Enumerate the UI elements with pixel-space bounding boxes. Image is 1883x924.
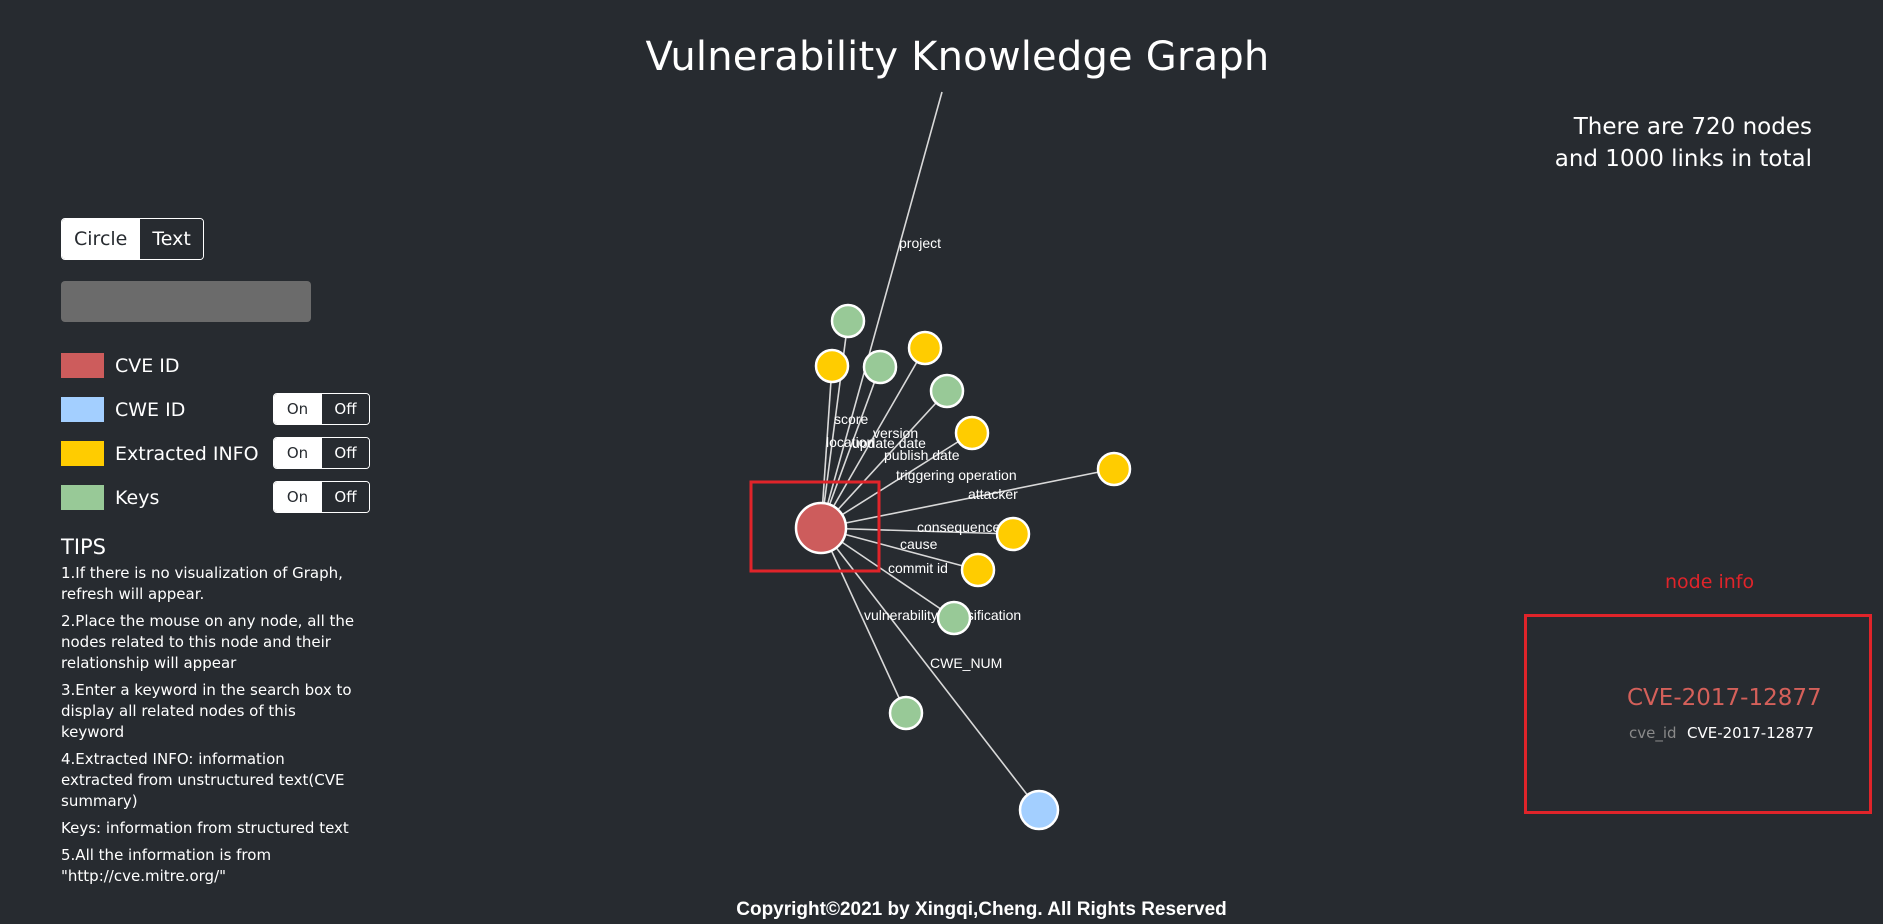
- extracted-info-node[interactable]: [907, 330, 943, 366]
- selected-node-highlight: [749, 480, 881, 573]
- legend-label: CWE ID: [115, 399, 186, 421]
- graph-nodes: [794, 303, 1132, 831]
- tip-item: 3.Enter a keyword in the search box to d…: [61, 681, 352, 741]
- edge-label-commit-id: commit id: [888, 560, 948, 576]
- cwe-id-on-button[interactable]: On: [274, 394, 321, 424]
- legend-label: Keys: [115, 487, 160, 509]
- link-score: [820, 366, 881, 529]
- footer-copyright: Copyright©2021 by Xingqi,Cheng. All Righ…: [736, 899, 1227, 920]
- keys-node[interactable]: [830, 303, 866, 339]
- cwe-id-node[interactable]: [1018, 789, 1060, 831]
- link-project: [820, 91, 943, 529]
- edge-label-cwe-num: CWE_NUM: [930, 655, 1002, 671]
- legend-label: CVE ID: [115, 355, 180, 377]
- legend-label: Extracted INFO: [115, 443, 259, 465]
- extracted-info-node[interactable]: [814, 348, 850, 384]
- edge-label-triggering-operation: triggering operation: [896, 467, 1017, 483]
- extracted-info-node[interactable]: [954, 415, 990, 451]
- extracted-info-node[interactable]: [995, 516, 1031, 552]
- edge-label-attacker: attacker: [968, 486, 1018, 502]
- extracted-info-node[interactable]: [1096, 451, 1132, 487]
- legend-item-extracted-info: Extracted INFO On Off: [61, 437, 381, 469]
- keys-node[interactable]: [936, 600, 972, 636]
- edge-label-update-date: update date: [852, 435, 926, 451]
- keys-node[interactable]: [862, 349, 898, 385]
- link-cwe-num: [820, 527, 1040, 811]
- node-info-name: CVE-2017-12877: [1627, 685, 1822, 711]
- keys-toggle: On Off: [273, 481, 370, 513]
- link-cause: [820, 527, 979, 571]
- search-input[interactable]: [61, 281, 311, 322]
- edge-label-publish-date: publish date: [884, 447, 960, 463]
- link-update-date: [820, 390, 948, 529]
- keys-off-button[interactable]: Off: [321, 482, 369, 512]
- link-consequence: [820, 527, 1014, 535]
- keys-node[interactable]: [888, 695, 924, 731]
- link-keys-node: [820, 527, 907, 714]
- tip-item: 4.Extracted INFO: information extracted …: [61, 750, 345, 810]
- cwe-id-toggle: On Off: [273, 393, 370, 425]
- page-title: Vulnerability Knowledge Graph: [645, 34, 1270, 80]
- stats-links-text: and 1000 links in total: [1554, 146, 1812, 172]
- graph-links: [820, 91, 1115, 811]
- extracted-info-node[interactable]: [960, 552, 996, 588]
- legend-item-cve-id: CVE ID: [61, 353, 381, 381]
- link-version: [820, 347, 926, 529]
- extracted-info-on-button[interactable]: On: [274, 438, 321, 468]
- edge-label-version: version: [873, 425, 918, 441]
- keys-swatch: [61, 485, 104, 510]
- edge-label-consequence: consequence: [917, 519, 1001, 535]
- cve-id-node[interactable]: [794, 501, 848, 555]
- extracted-info-toggle: On Off: [273, 437, 370, 469]
- tip-item: 5.All the information is from "http://cv…: [61, 846, 272, 885]
- text-mode-button[interactable]: Text: [139, 219, 203, 259]
- link-publish-date: [820, 432, 973, 529]
- cwe-id-off-button[interactable]: Off: [321, 394, 369, 424]
- edge-label-score: score: [834, 411, 868, 427]
- link-vulnerability-classification: [820, 527, 955, 619]
- node-info-value: CVE-2017-12877: [1687, 724, 1814, 742]
- edge-label-location: location: [826, 434, 874, 450]
- cve-id-swatch: [61, 353, 104, 378]
- node-info-key: cve_id: [1629, 724, 1677, 742]
- tips-title: TIPS: [61, 535, 107, 559]
- edge-label-cause: cause: [900, 536, 938, 552]
- keys-node[interactable]: [929, 373, 965, 409]
- tip-item: 1.If there is no visualization of Graph,…: [61, 564, 343, 603]
- edge-label-project: project: [899, 235, 941, 251]
- tips-panel: TIPS 1.If there is no visualization of G…: [61, 535, 361, 893]
- stats-nodes-text: There are 720 nodes: [1573, 114, 1812, 140]
- legend-item-keys: Keys On Off: [61, 481, 381, 513]
- display-mode-toggle: Circle Text: [61, 218, 204, 260]
- tip-item: 2.Place the mouse on any node, all the n…: [61, 612, 355, 672]
- keys-on-button[interactable]: On: [274, 482, 321, 512]
- node-info-title: node info: [1665, 571, 1755, 593]
- legend-item-cwe-id: CWE ID On Off: [61, 393, 381, 425]
- tip-item: Keys: information from structured text: [61, 819, 349, 837]
- extracted-info-swatch: [61, 441, 104, 466]
- node-info-panel: CVE-2017-12877 cve_id CVE-2017-12877: [1524, 614, 1872, 814]
- graph-edge-labels: project score version location update da…: [826, 235, 1021, 671]
- circle-mode-button[interactable]: Circle: [62, 219, 140, 259]
- link-attacker: [820, 468, 1115, 529]
- extracted-info-off-button[interactable]: Off: [321, 438, 369, 468]
- graph-stats: There are 720 nodes and 1000 links in to…: [1555, 111, 1812, 175]
- link-location: [820, 365, 833, 529]
- cwe-id-swatch: [61, 397, 104, 422]
